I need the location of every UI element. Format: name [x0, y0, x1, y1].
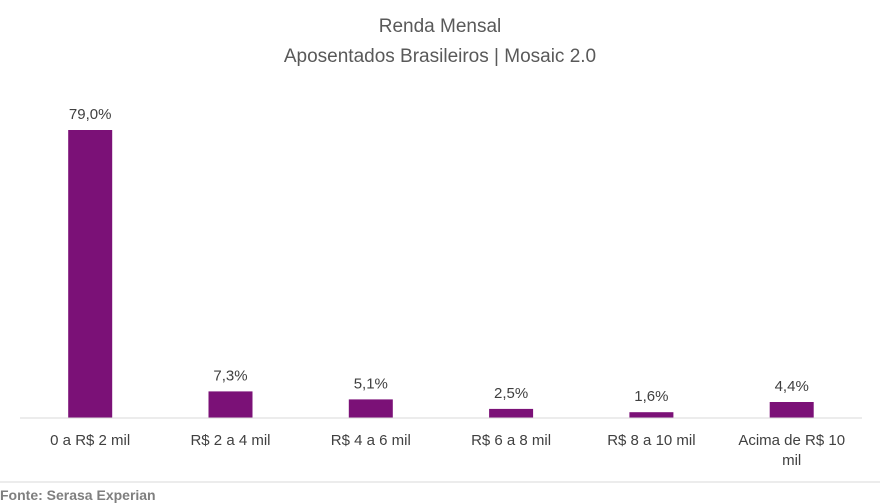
x-tick-label: R$ 6 a 8 mil — [471, 432, 551, 449]
x-tick-label: R$ 8 a 10 mil — [607, 432, 695, 449]
bars-group — [68, 130, 814, 418]
x-tick-label: mil — [782, 452, 801, 469]
x-tick-label: Acima de R$ 10 — [738, 432, 845, 449]
data-label: 7,3% — [213, 367, 247, 384]
bar — [348, 399, 393, 418]
data-label: 4,4% — [775, 378, 809, 395]
data-label: 1,6% — [634, 388, 668, 405]
chart-subtitle: Aposentados Brasileiros | Mosaic 2.0 — [284, 46, 596, 67]
data-label: 79,0% — [69, 106, 112, 123]
data-label: 2,5% — [494, 385, 528, 402]
value-labels-group: 79,0% 7,3% 5,1% 2,5% 1,6% 4,4% — [69, 106, 809, 405]
source-note: Fonte: Serasa Experian — [0, 487, 156, 503]
bar — [629, 412, 674, 418]
chart-title: Renda Mensal — [379, 16, 502, 37]
data-label: 5,1% — [354, 375, 388, 392]
x-tick-label: 0 a R$ 2 mil — [50, 432, 130, 449]
bar — [769, 402, 814, 418]
x-tick-label: R$ 4 a 6 mil — [331, 432, 411, 449]
x-tick-label: R$ 2 a 4 mil — [190, 432, 270, 449]
bar — [208, 391, 253, 418]
category-labels-group: 0 a R$ 2 mil R$ 2 a 4 mil R$ 4 a 6 mil R$ 6… — [50, 432, 845, 469]
bar — [489, 408, 534, 418]
bar — [68, 130, 113, 418]
